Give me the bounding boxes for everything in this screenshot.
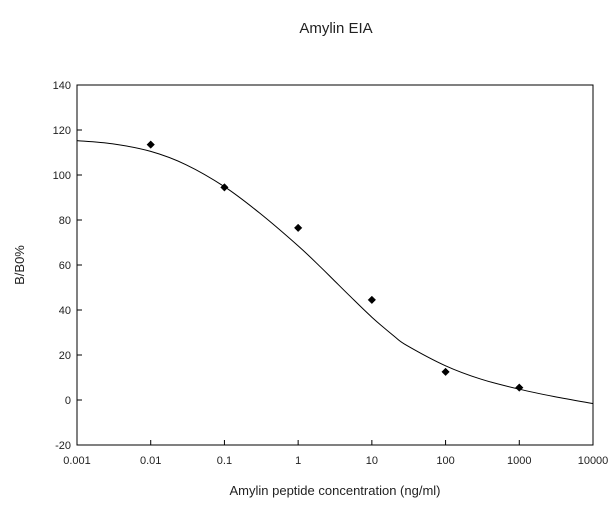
y-axis-label: B/B0% <box>12 245 27 285</box>
x-tick-label: 0.01 <box>140 455 161 467</box>
y-tick-label: 80 <box>59 215 71 227</box>
plot-frame <box>76 84 594 446</box>
data-point <box>515 383 524 392</box>
fitted-curve-layer <box>76 140 594 405</box>
data-point <box>146 140 155 149</box>
x-tick-label: 100 <box>436 455 454 467</box>
y-tick-label: 140 <box>53 80 71 92</box>
x-tick-label: 1000 <box>507 455 531 467</box>
data-point <box>367 295 377 305</box>
y-tick-label: -20 <box>55 440 71 452</box>
x-tick-label: 10000 <box>578 455 609 467</box>
x-axis: 0.001 0.01 0.1 1 10 100 1000 10000 <box>63 440 608 467</box>
plot-area <box>76 84 594 446</box>
fitted-curve <box>76 140 594 405</box>
data-point <box>293 223 303 233</box>
data-point <box>220 183 229 192</box>
y-tick-label: 120 <box>53 125 71 137</box>
data-point <box>441 367 450 377</box>
data-point-layer <box>146 140 524 392</box>
y-tick-label: 0 <box>65 395 71 407</box>
y-tick-label: 40 <box>59 305 71 317</box>
x-axis-label: Amylin peptide concentration (ng/ml) <box>230 483 441 498</box>
x-tick-label: 10 <box>366 455 378 467</box>
y-tick-label: 60 <box>59 260 71 272</box>
x-tick-label: 0.001 <box>63 455 91 467</box>
y-axis: -20 0 20 40 60 80 100 120 140 <box>53 80 82 452</box>
x-tick-label: 0.1 <box>217 455 232 467</box>
x-tick-label: 1 <box>295 455 301 467</box>
y-tick-label: 100 <box>53 170 71 182</box>
y-tick-label: 20 <box>59 350 71 362</box>
chart-title: Amylin EIA <box>299 20 372 37</box>
